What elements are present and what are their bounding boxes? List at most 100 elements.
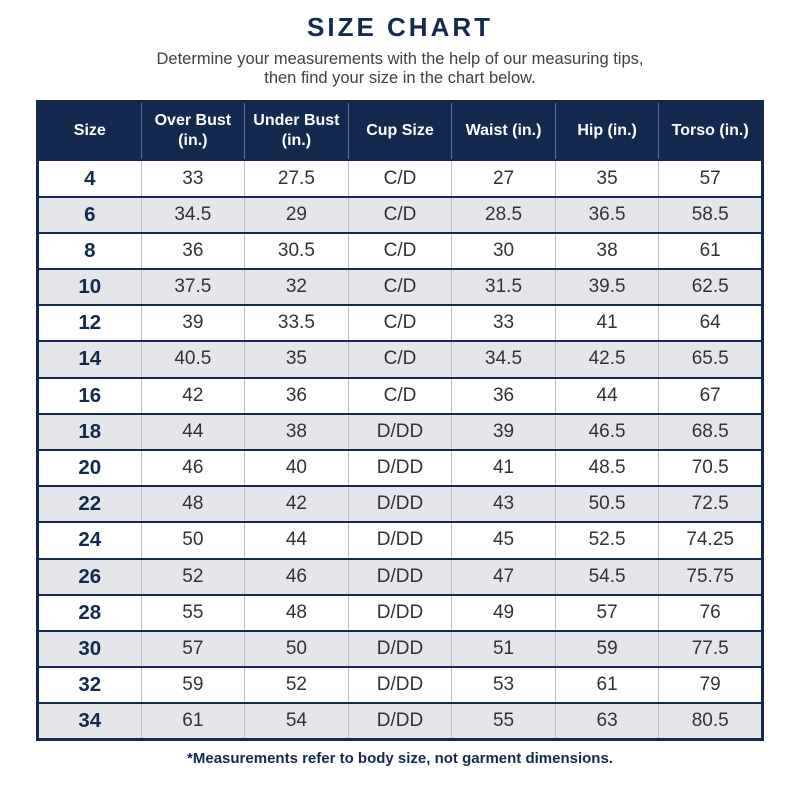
size-cell: 10 (37, 267, 142, 306)
page-title: SIZE CHART (307, 12, 493, 42)
table-row-size-14: 14 40.5 35 C/D 34.5 42.5 65.5 (37, 340, 763, 378)
table-cell: 29 (244, 195, 349, 233)
table-row-size-16: 16 42 36 C/D 36 44 67 (37, 376, 763, 414)
table-cell: 40.5 (141, 340, 246, 378)
table-cell: 61 (141, 702, 246, 740)
table-cell: 33 (141, 159, 246, 197)
table-cell: D/DD (348, 593, 453, 631)
table-cell: 61 (555, 666, 660, 704)
table-cell: 31.5 (451, 267, 556, 306)
table-cell: 34.5 (141, 195, 246, 233)
table-cell: 61 (658, 231, 763, 269)
table-cell: 48.5 (555, 448, 660, 487)
table-cell: 52 (244, 666, 349, 704)
table-row-size-4: 4 33 27.5 C/D 27 35 57 (37, 159, 763, 197)
table-cell: 32 (244, 267, 349, 306)
table-row-size-24: 24 50 44 D/DD 45 52.5 74.25 (37, 521, 763, 559)
table-cell: D/DD (348, 557, 453, 595)
table-cell: 36 (244, 376, 349, 414)
table-cell: 37.5 (141, 267, 246, 306)
table-cell: 52 (141, 557, 246, 595)
table-cell: 36 (451, 376, 556, 414)
table-row-size-32: 32 59 52 D/DD 53 61 79 (37, 666, 763, 704)
table-cell: 46 (244, 557, 349, 595)
column-header-hip-in: Hip (in.) (555, 101, 660, 161)
table-cell: D/DD (348, 702, 453, 740)
table-cell: 70.5 (658, 448, 763, 487)
table-cell: 65.5 (658, 340, 763, 378)
table-cell: 57 (658, 159, 763, 197)
table-header: Size Over Bust (in.) Under Bust (in.) Cup S… (37, 101, 763, 161)
table-row-size-8: 8 36 30.5 C/D 30 38 61 (37, 231, 763, 269)
table-cell: C/D (348, 195, 453, 233)
size-cell: 18 (37, 412, 142, 450)
table-cell: 33.5 (244, 304, 349, 342)
table-cell: 44 (555, 376, 660, 414)
table-cell: 77.5 (658, 629, 763, 668)
table-cell: D/DD (348, 412, 453, 450)
table-cell: 54.5 (555, 557, 660, 595)
table-cell: 50 (141, 521, 246, 559)
size-cell: 8 (37, 231, 142, 269)
size-cell: 12 (37, 304, 142, 342)
table-cell: 39 (451, 412, 556, 450)
table-cell: 50.5 (555, 485, 660, 523)
table-cell: D/DD (348, 448, 453, 487)
table-cell: 47 (451, 557, 556, 595)
column-header-waist-in: Waist (in.) (451, 101, 556, 161)
table-cell: 74.25 (658, 521, 763, 559)
table-row-size-10: 10 37.5 32 C/D 31.5 39.5 62.5 (37, 267, 763, 306)
table-row-size-18: 18 44 38 D/DD 39 46.5 68.5 (37, 412, 763, 450)
table-row-size-30: 30 57 50 D/DD 51 59 77.5 (37, 629, 763, 668)
table-cell: 79 (658, 666, 763, 704)
subtitle-line-1: Determine your measurements with the hel… (156, 50, 644, 68)
table-cell: 42 (141, 376, 246, 414)
table-cell: 41 (555, 304, 660, 342)
table-cell: 27.5 (244, 159, 349, 197)
table-cell: 43 (451, 485, 556, 523)
table-body: 4 33 27.5 C/D 27 35 57 6 34.5 29 C/D 28.5 36.5 58.5 8 3… (37, 159, 763, 740)
column-header-over-bust-in: Over Bust (in.) (141, 101, 246, 161)
table-row-size-34: 34 61 54 D/DD 55 63 80.5 (37, 702, 763, 740)
table-cell: 53 (451, 666, 556, 704)
table-cell: D/DD (348, 521, 453, 559)
table-cell: 36.5 (555, 195, 660, 233)
measurements-footnote: *Measurements refer to body size, not ga… (187, 749, 613, 767)
table-cell: 80.5 (658, 702, 763, 740)
size-cell: 24 (37, 521, 142, 559)
table-cell: 67 (658, 376, 763, 414)
size-cell: 6 (37, 195, 142, 233)
table-cell: 57 (555, 593, 660, 631)
table-row-size-6: 6 34.5 29 C/D 28.5 36.5 58.5 (37, 195, 763, 233)
table-cell: 35 (244, 340, 349, 378)
table-cell: D/DD (348, 666, 453, 704)
column-header-torso-in: Torso (in.) (658, 101, 763, 161)
table-cell: 39.5 (555, 267, 660, 306)
table-cell: 68.5 (658, 412, 763, 450)
table-cell: 30 (451, 231, 556, 269)
size-chart-table: Size Over Bust (in.) Under Bust (in.) Cup S… (36, 99, 764, 741)
table-cell: 33 (451, 304, 556, 342)
table-cell: 48 (141, 485, 246, 523)
table-cell: 30.5 (244, 231, 349, 269)
column-header-cup-size: Cup Size (348, 101, 453, 161)
table-row-size-20: 20 46 40 D/DD 41 48.5 70.5 (37, 448, 763, 487)
table-cell: 38 (244, 412, 349, 450)
size-cell: 26 (37, 557, 142, 595)
table-cell: C/D (348, 376, 453, 414)
table-cell: 64 (658, 304, 763, 342)
table-cell: 75.75 (658, 557, 763, 595)
table-cell: 27 (451, 159, 556, 197)
column-header-size: Size (37, 101, 142, 161)
table-cell: 63 (555, 702, 660, 740)
size-cell: 34 (37, 702, 142, 740)
table-cell: 34.5 (451, 340, 556, 378)
table-cell: D/DD (348, 629, 453, 668)
table-cell: 57 (141, 629, 246, 668)
table-cell: 59 (141, 666, 246, 704)
table-header-row: Size Over Bust (in.) Under Bust (in.) Cup S… (37, 101, 763, 161)
table-cell: 36 (141, 231, 246, 269)
size-cell: 32 (37, 666, 142, 704)
table-cell: 52.5 (555, 521, 660, 559)
